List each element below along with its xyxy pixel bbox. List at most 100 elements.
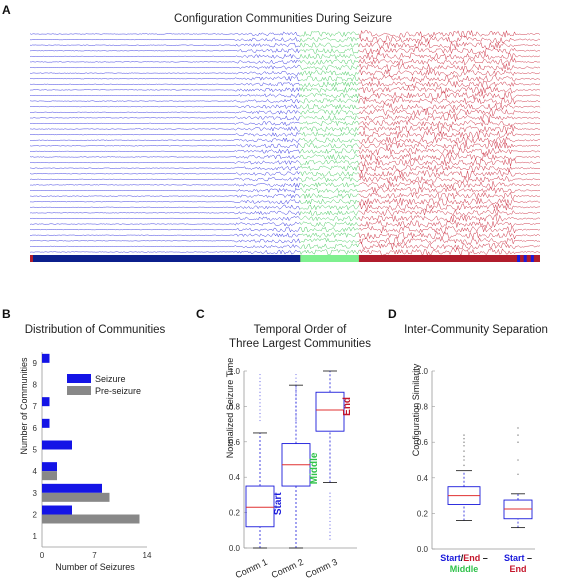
- bar-preseizure-2: [42, 514, 140, 524]
- panel-d-xlabel-1-line2: End: [510, 564, 527, 574]
- panel-b-ytick-9: 9: [33, 359, 38, 368]
- panel-c-flier-0-9: [259, 388, 261, 390]
- panel-c-annotation-0: Start: [273, 492, 284, 515]
- trace-10-middle: [299, 86, 359, 94]
- panel-d-boxes: [447, 427, 533, 529]
- trace-38-middle: [299, 243, 360, 250]
- panel-c-ytick-0.0: 0.0: [229, 544, 241, 553]
- trace-14-middle: [299, 109, 359, 116]
- panel-b-ytick-6: 6: [33, 424, 38, 433]
- trace-3-middle: [299, 47, 360, 54]
- panel-c-flier-0-12: [259, 377, 261, 379]
- panel-c-xtick-0: Comm 1: [234, 557, 269, 579]
- trace-8-end: [358, 74, 541, 83]
- panel-c-flier-0-13: [259, 373, 261, 376]
- trace-22-middle: [299, 153, 359, 160]
- trace-15-end: [358, 113, 541, 122]
- trace-1-end: [358, 35, 541, 45]
- panel-d-ytick-0.2: 0.2: [417, 509, 429, 518]
- panel-c-flier-2-9: [329, 506, 331, 508]
- panel-c-flier-2-0: [329, 538, 331, 540]
- trace-18-end: [358, 130, 541, 140]
- panel-b-xlabel: Number of Seizures: [55, 562, 135, 572]
- trace-5-middle: [299, 59, 360, 65]
- panel-c: Temporal Order of Three Largest Communit…: [225, 324, 371, 580]
- panel-c-flier-2-6: [329, 517, 331, 519]
- panel-d-flier-1-0: [517, 473, 519, 476]
- trace-8-start: [29, 75, 300, 82]
- trace-19-end: [358, 135, 541, 145]
- panel-d-flier-0-0: [463, 464, 465, 467]
- trace-23-start: [29, 160, 300, 166]
- panel-d: Inter-Community Separation 0.0 0.2 0.4 0.6 0…: [404, 324, 548, 574]
- panel-c-flier-2-2: [329, 531, 331, 533]
- panel-c-boxes: Start Middle End: [245, 370, 353, 549]
- panel-d-xlabel-1-line2-part-0: End: [510, 564, 527, 574]
- panel-c-flier-2-1: [329, 535, 331, 537]
- panel-b-ytick-7: 7: [33, 402, 38, 411]
- panel-c-box-2-box: [315, 391, 345, 432]
- panel-c-flier-1-11: [295, 381, 297, 383]
- trace-37-end: [358, 236, 541, 246]
- trace-24-start: [29, 165, 300, 171]
- trace-33-end: [358, 214, 541, 223]
- panel-d-flier-1-1: [517, 459, 519, 461]
- panel-d-flier-0-1: [463, 459, 465, 461]
- panel-d-flier-1-2: [517, 441, 519, 444]
- trace-16-middle: [299, 120, 360, 127]
- trace-0-start: [29, 31, 300, 37]
- panel-c-xtick-2: Comm 3: [304, 557, 339, 579]
- trace-28-middle: [299, 187, 359, 194]
- panel-d-xlabel-0-part-1: /: [461, 553, 464, 563]
- trace-30-end: [358, 197, 541, 206]
- trace-21-end: [358, 147, 541, 157]
- trace-26-end: [358, 174, 541, 184]
- panel-letter-c: C: [196, 307, 205, 321]
- trace-37-middle: [299, 237, 359, 244]
- panel-b-xtick-0: 0: [40, 551, 45, 560]
- trace-9-start: [29, 82, 301, 87]
- panel-d-xlabel-1-part-1: –: [525, 553, 533, 563]
- panel-c-flier-1-0: [295, 419, 297, 422]
- panel-d-flier-0-5: [463, 441, 465, 444]
- panel-b-ytick-5: 5: [33, 446, 38, 455]
- panel-d-xlabel-0-line1: Start/End –: [440, 553, 488, 563]
- trace-8-middle: [299, 75, 360, 82]
- trace-26-middle: [299, 176, 360, 183]
- trace-25-start: [29, 170, 301, 176]
- trace-29-start: [29, 193, 301, 199]
- panel-d-flier-1-3: [517, 434, 519, 436]
- trace-38-start: [29, 243, 300, 249]
- trace-6-start: [30, 64, 300, 70]
- trace-33-middle: [299, 215, 360, 222]
- panel-d-ytick-0.6: 0.6: [417, 438, 429, 447]
- panel-c-flier-2-11: [329, 499, 331, 501]
- panel-c-flier-0-5: [259, 402, 261, 404]
- trace-24-end: [358, 164, 541, 174]
- panel-c-flier-2-8: [329, 510, 331, 512]
- panel-b-xtick-7: 7: [92, 551, 97, 560]
- panel-c-ytick-1.0: 1.0: [229, 367, 241, 376]
- trace-13-end: [358, 102, 541, 111]
- panel-a-title: Configuration Communities During Seizure: [174, 13, 392, 25]
- panel-b-ytick-3: 3: [33, 489, 38, 498]
- trace-30-middle: [299, 198, 359, 205]
- panel-d-ytick-0.8: 0.8: [417, 403, 429, 412]
- trace-11-middle: [299, 92, 360, 99]
- trace-3-start: [29, 48, 301, 54]
- panel-d-ylabel: Configuration Similarity: [411, 363, 421, 456]
- trace-20-end: [358, 141, 541, 151]
- trace-24-middle: [299, 165, 359, 172]
- panel-d-title: Inter-Community Separation: [404, 324, 548, 336]
- panel-c-flier-1-12: [295, 377, 297, 379]
- trace-10-end: [358, 85, 541, 95]
- panel-c-box-0-box: [245, 485, 275, 528]
- trace-31-start: [29, 204, 301, 210]
- panel-d-xlabel-0-part-3: –: [480, 553, 488, 563]
- trace-15-start: [30, 115, 301, 121]
- trace-3-end: [358, 46, 541, 55]
- panel-b-ytick-8: 8: [33, 381, 38, 390]
- panel-c-ytick-0.4: 0.4: [229, 473, 241, 482]
- trace-26-start: [29, 177, 300, 182]
